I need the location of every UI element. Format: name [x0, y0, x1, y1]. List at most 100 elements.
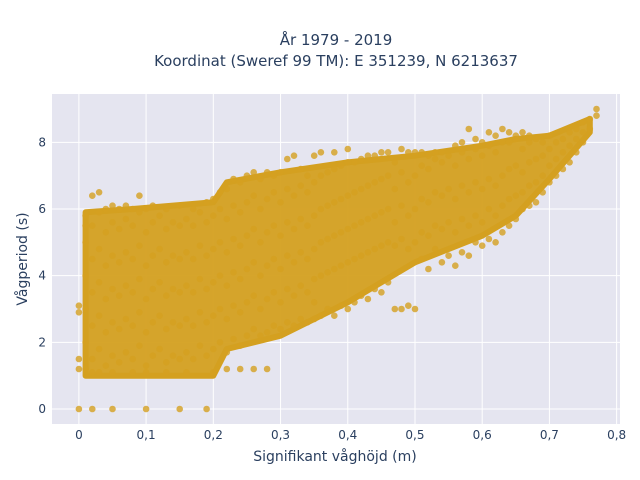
- data-point: [478, 139, 486, 146]
- data-point: [223, 315, 231, 323]
- data-point: [82, 272, 89, 280]
- data-point: [452, 195, 459, 203]
- data-point: [243, 172, 251, 179]
- data-point: [189, 355, 197, 363]
- data-point: [263, 229, 271, 236]
- data-point: [573, 135, 580, 143]
- data-point: [136, 209, 143, 216]
- data-point: [236, 342, 244, 350]
- data-point: [243, 332, 251, 340]
- data-point: [579, 129, 587, 136]
- data-point: [102, 262, 110, 270]
- data-point: [492, 212, 499, 219]
- data-point: [331, 265, 338, 273]
- data-point: [223, 282, 231, 290]
- data-point: [129, 205, 136, 213]
- data-point: [129, 355, 136, 363]
- data-point: [196, 275, 204, 283]
- data-point: [216, 205, 224, 213]
- data-point: [109, 252, 116, 259]
- data-point: [89, 405, 96, 413]
- data-point: [512, 215, 520, 223]
- data-point: [539, 189, 546, 196]
- data-point: [284, 219, 291, 226]
- data-point: [95, 209, 103, 216]
- data-point: [257, 239, 264, 246]
- data-point: [263, 295, 271, 303]
- data-point: [122, 315, 130, 323]
- data-point: [183, 215, 190, 223]
- data-point: [304, 222, 311, 229]
- data-point: [398, 169, 405, 176]
- data-point: [189, 222, 197, 229]
- data-point: [458, 139, 466, 146]
- data-point: [499, 202, 506, 209]
- data-point: [75, 405, 83, 413]
- y-axis-title: Vågperiod (s): [14, 212, 31, 305]
- data-point: [163, 325, 170, 333]
- data-point: [176, 355, 183, 363]
- data-point: [310, 299, 318, 306]
- data-point: [284, 319, 291, 326]
- data-point: [142, 229, 150, 236]
- data-point: [546, 132, 553, 139]
- data-point: [324, 305, 331, 313]
- data-point: [129, 255, 136, 263]
- data-point: [593, 105, 600, 113]
- data-point: [236, 275, 244, 283]
- data-point: [391, 159, 399, 166]
- data-point: [196, 309, 204, 316]
- data-point: [230, 202, 237, 209]
- data-point: [243, 232, 251, 239]
- data-point: [136, 242, 143, 249]
- data-point: [378, 149, 385, 156]
- data-point: [331, 199, 338, 206]
- data-point: [129, 369, 136, 376]
- data-point: [95, 312, 103, 320]
- data-point: [431, 155, 439, 163]
- data-point: [378, 175, 385, 183]
- x-tick-label: 0: [75, 428, 83, 442]
- data-point: [250, 325, 257, 333]
- data-point: [122, 215, 130, 223]
- data-point: [371, 212, 379, 219]
- data-point: [485, 235, 493, 243]
- data-point: [176, 405, 183, 413]
- data-point: [210, 195, 217, 203]
- data-point: [472, 145, 479, 153]
- data-point: [499, 172, 506, 179]
- data-point: [431, 149, 439, 156]
- data-point: [586, 125, 594, 133]
- data-point: [458, 249, 466, 256]
- data-point: [445, 219, 452, 226]
- data-point: [331, 232, 338, 239]
- data-point: [243, 199, 251, 206]
- data-point: [149, 219, 157, 226]
- data-point: [236, 179, 244, 186]
- data-point: [452, 162, 459, 169]
- x-tick-labels: 0 0,1 0,2 0,3 0,4 0,5 0,6 0,7 0,8: [75, 428, 626, 442]
- data-point: [270, 172, 278, 179]
- data-point: [425, 165, 432, 173]
- data-point: [337, 162, 345, 169]
- data-point: [109, 369, 116, 376]
- data-point: [526, 159, 533, 166]
- data-point: [89, 222, 96, 229]
- data-point: [203, 352, 210, 360]
- data-point: [290, 152, 298, 159]
- data-point: [438, 159, 446, 166]
- data-point: [532, 199, 540, 206]
- data-point: [82, 212, 89, 219]
- data-point: [364, 249, 372, 256]
- data-point: [89, 192, 96, 199]
- data-point: [216, 339, 224, 346]
- data-point: [552, 155, 560, 163]
- data-point: [519, 129, 526, 136]
- data-point: [546, 179, 553, 186]
- data-point: [384, 172, 392, 179]
- data-point: [122, 202, 130, 209]
- data-point: [270, 189, 278, 196]
- y-tick-labels: 0 2 4 6 8: [38, 135, 46, 416]
- data-point: [304, 189, 311, 196]
- data-point: [304, 255, 311, 263]
